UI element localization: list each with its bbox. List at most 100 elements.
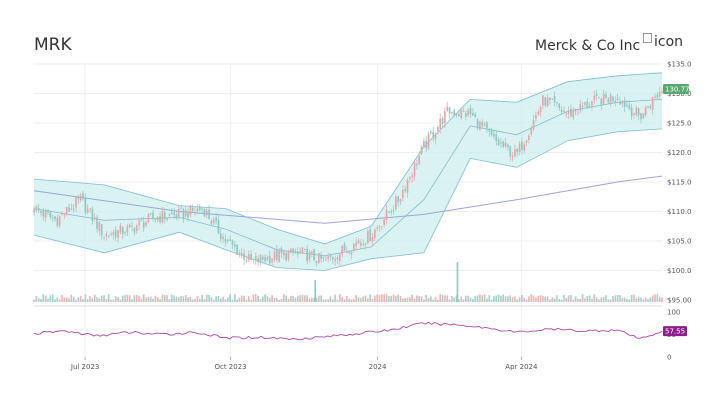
volume-bar bbox=[381, 294, 383, 302]
volume-bar bbox=[423, 299, 425, 302]
candle-body bbox=[481, 122, 484, 126]
candle-body bbox=[511, 155, 514, 157]
volume-bar bbox=[409, 297, 411, 302]
last-price-badge bbox=[663, 83, 689, 94]
volume-bar bbox=[121, 295, 124, 302]
volume-bar bbox=[89, 296, 91, 302]
volume-bar bbox=[549, 299, 551, 302]
candle-body bbox=[441, 118, 444, 125]
candle-body bbox=[378, 226, 381, 228]
bollinger-band-fill bbox=[34, 72, 662, 271]
volume-bar bbox=[140, 298, 143, 302]
candle-body bbox=[191, 207, 194, 211]
volume-bar bbox=[444, 295, 446, 302]
volume-bar bbox=[65, 297, 68, 302]
candle-body bbox=[395, 196, 397, 210]
candle-body bbox=[259, 255, 262, 263]
volume-bar bbox=[194, 299, 196, 302]
volume-bar bbox=[58, 299, 61, 302]
candle-body bbox=[357, 240, 360, 244]
candle-body bbox=[437, 127, 439, 132]
candle-body bbox=[570, 108, 572, 117]
candle-body bbox=[647, 106, 649, 108]
candle-body bbox=[381, 226, 383, 228]
volume-bar bbox=[147, 296, 150, 302]
volume-bar bbox=[633, 294, 635, 302]
price-y-tick-label: $105.0 bbox=[667, 238, 692, 246]
volume-bar bbox=[275, 298, 278, 302]
volume-bar bbox=[521, 294, 523, 302]
volume-bar bbox=[390, 295, 393, 302]
candle-body bbox=[287, 252, 290, 260]
candle-body bbox=[271, 258, 273, 262]
volume-bar bbox=[311, 297, 313, 302]
rsi-panel bbox=[33, 321, 663, 341]
candle-body bbox=[504, 142, 507, 147]
volume-bar bbox=[488, 295, 491, 302]
candle-body bbox=[637, 107, 640, 116]
volume-bar bbox=[439, 294, 442, 302]
candle-body bbox=[121, 227, 124, 235]
volume-bar bbox=[152, 298, 154, 302]
candle-body bbox=[147, 213, 150, 222]
candle-body bbox=[623, 100, 626, 107]
volume-bar bbox=[493, 296, 495, 302]
candle-body bbox=[451, 112, 453, 114]
candle-body bbox=[336, 257, 339, 260]
volume-bar bbox=[469, 297, 472, 302]
volume-bar bbox=[184, 294, 187, 302]
candle-body bbox=[486, 122, 488, 129]
candle-body bbox=[268, 255, 271, 264]
rsi-value-badge bbox=[663, 326, 687, 337]
volume-bar bbox=[635, 298, 638, 302]
volume-spike-bar bbox=[314, 280, 317, 302]
candle-body bbox=[495, 134, 498, 142]
volume-bar bbox=[240, 295, 243, 302]
volume-bar bbox=[511, 297, 514, 302]
candle-body bbox=[628, 104, 631, 109]
price-y-tick-label: $95.00 bbox=[667, 297, 692, 305]
volume-bar bbox=[656, 294, 659, 302]
volume-bar bbox=[294, 297, 297, 302]
candle-body bbox=[350, 251, 353, 255]
volume-bar bbox=[96, 297, 98, 302]
volume-bar bbox=[353, 299, 355, 302]
volume-bar bbox=[434, 297, 437, 302]
volume-bar bbox=[247, 295, 250, 302]
candle-body bbox=[322, 257, 325, 259]
ticker-symbol: MRK bbox=[34, 35, 72, 55]
candle-body bbox=[446, 106, 449, 111]
candle-body bbox=[621, 100, 624, 104]
volume-bar bbox=[369, 294, 371, 302]
volume-bar bbox=[388, 295, 390, 302]
volume-bar bbox=[383, 294, 385, 302]
candle-body bbox=[518, 143, 521, 152]
volume-bar bbox=[161, 294, 164, 302]
volume-bar bbox=[198, 298, 201, 302]
volume-bar bbox=[142, 294, 145, 302]
candle-body bbox=[462, 111, 465, 112]
candle-body bbox=[360, 242, 362, 246]
candle-body bbox=[588, 105, 591, 107]
candle-body bbox=[376, 227, 378, 229]
volume-bar bbox=[406, 297, 409, 302]
volume-bar bbox=[640, 297, 642, 302]
volume-bar bbox=[600, 297, 603, 302]
volume-bar bbox=[119, 299, 122, 302]
candle-body bbox=[135, 225, 138, 232]
candle-body bbox=[416, 164, 418, 166]
volume-bar bbox=[261, 296, 264, 302]
candle-body bbox=[37, 208, 40, 211]
candle-body bbox=[602, 93, 605, 104]
candle-body bbox=[528, 135, 530, 140]
candle-body bbox=[619, 101, 621, 105]
candle-body bbox=[439, 118, 442, 129]
volume-bar bbox=[402, 298, 404, 302]
candle-body bbox=[56, 217, 59, 226]
volume-bar bbox=[149, 296, 152, 302]
candle-body bbox=[318, 252, 320, 264]
x-tick-label: Oct 2023 bbox=[214, 363, 246, 371]
volume-bar bbox=[558, 298, 561, 302]
candle-body bbox=[425, 140, 428, 148]
